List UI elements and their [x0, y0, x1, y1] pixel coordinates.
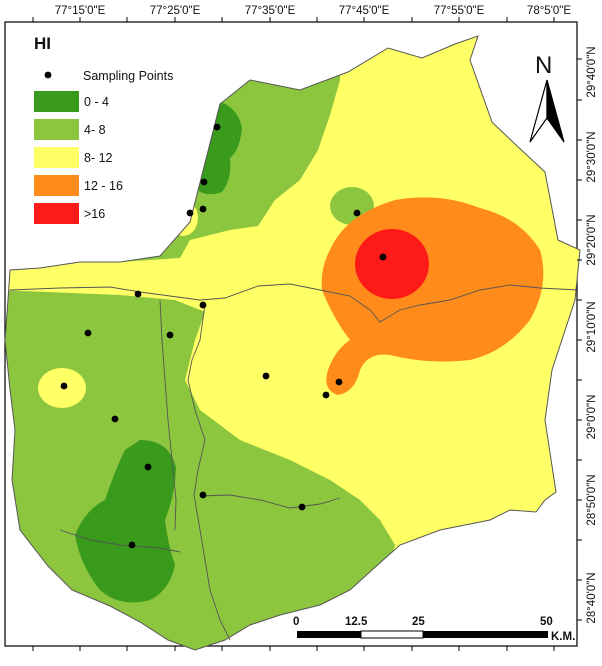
district-outline — [4, 35, 581, 651]
sampling-point — [322, 391, 330, 399]
sampling-point — [134, 290, 142, 298]
legend-swatch-gt16 — [34, 203, 79, 224]
sampling-point — [199, 205, 207, 213]
legend-label-gt16: >16 — [84, 207, 105, 221]
sampling-point — [353, 209, 361, 217]
legend-swatch-0-4 — [34, 91, 79, 112]
north-arrow-right-half — [546, 79, 565, 143]
lat-label: 29°40'0"N — [586, 46, 598, 97]
legend-sampling-label: Sampling Points — [83, 69, 173, 83]
sampling-point — [199, 491, 207, 499]
sampling-point — [335, 378, 343, 386]
sampling-point — [379, 253, 387, 261]
legend-label-0-4: 0 - 4 — [84, 95, 109, 109]
sampling-point — [298, 503, 306, 511]
scale-tick-50: 50 — [540, 616, 553, 628]
legend-swatch-8-12 — [34, 147, 79, 168]
boundary-line-4 — [59, 529, 181, 553]
lat-label: 29°0'0"N — [586, 395, 598, 440]
lon-label: 77°35'0"E — [245, 5, 296, 17]
right-coordinate-labels: 29°40'0"N 29°30'0"N 29°20'0"N 29°10'0"N … — [577, 46, 598, 624]
legend-swatch-4-8 — [34, 119, 79, 140]
lon-label: 77°25'0"E — [150, 5, 201, 17]
lat-label: 29°30'0"N — [586, 131, 598, 182]
zone-dark-green-south — [75, 440, 176, 603]
sampling-point-legend-icon — [44, 71, 52, 79]
scale-tick-12-5: 12.5 — [345, 616, 368, 628]
sampling-point — [262, 372, 270, 380]
sampling-point — [111, 415, 119, 423]
zone-green-west — [5, 40, 340, 262]
sampling-point — [128, 541, 136, 549]
block-boundaries — [9, 283, 579, 641]
sampling-point — [60, 382, 68, 390]
sampling-point — [199, 301, 207, 309]
zone-red — [355, 229, 429, 299]
boundary-line-3 — [159, 299, 177, 531]
sampling-point — [200, 178, 208, 186]
lat-label: 28°40'0"N — [586, 572, 598, 623]
bottom-ticks — [32, 646, 555, 651]
lon-label: 77°55'0"E — [434, 5, 485, 17]
scale-tick-25: 25 — [412, 616, 425, 628]
sampling-point — [144, 463, 152, 471]
north-label: N — [535, 52, 552, 79]
lat-label: 29°20'0"N — [586, 214, 598, 265]
sampling-points — [60, 123, 387, 549]
boundary-line-5 — [199, 494, 341, 509]
lat-label: 28°50'0"N — [586, 474, 598, 525]
boundary-line-1 — [9, 283, 579, 323]
legend-label-8-12: 8- 12 — [84, 151, 113, 165]
scale-tick-0: 0 — [293, 616, 299, 628]
scale-bar: 0 12.5 25 50 K.M. — [293, 616, 575, 643]
lat-label: 29°10'0"N — [586, 301, 598, 352]
sampling-point — [186, 209, 194, 217]
lon-label: 77°15'0"E — [55, 5, 106, 17]
scale-segment-3 — [423, 631, 548, 638]
map-title: HI — [34, 34, 51, 53]
scale-unit: K.M. — [551, 631, 575, 643]
sampling-point — [84, 329, 92, 337]
boundary-line-2 — [187, 303, 231, 641]
top-coordinate-labels: 77°15'0"E 77°25'0"E 77°35'0"E 77°45'0"E … — [32, 5, 571, 22]
scale-segment-1 — [297, 631, 361, 638]
sampling-point — [213, 123, 221, 131]
north-arrow-icon: N — [529, 52, 565, 143]
map-legend: HI Sampling Points 0 - 4 4- 8 8- 12 12 -… — [34, 34, 173, 224]
lon-label: 78°5'0"E — [527, 5, 571, 17]
scale-segment-2 — [360, 630, 424, 639]
legend-label-4-8: 4- 8 — [84, 123, 106, 137]
legend-label-12-16: 12 - 16 — [84, 179, 123, 193]
lon-label: 77°45'0"E — [339, 5, 390, 17]
legend-swatch-12-16 — [34, 175, 79, 196]
sampling-point — [166, 331, 174, 339]
